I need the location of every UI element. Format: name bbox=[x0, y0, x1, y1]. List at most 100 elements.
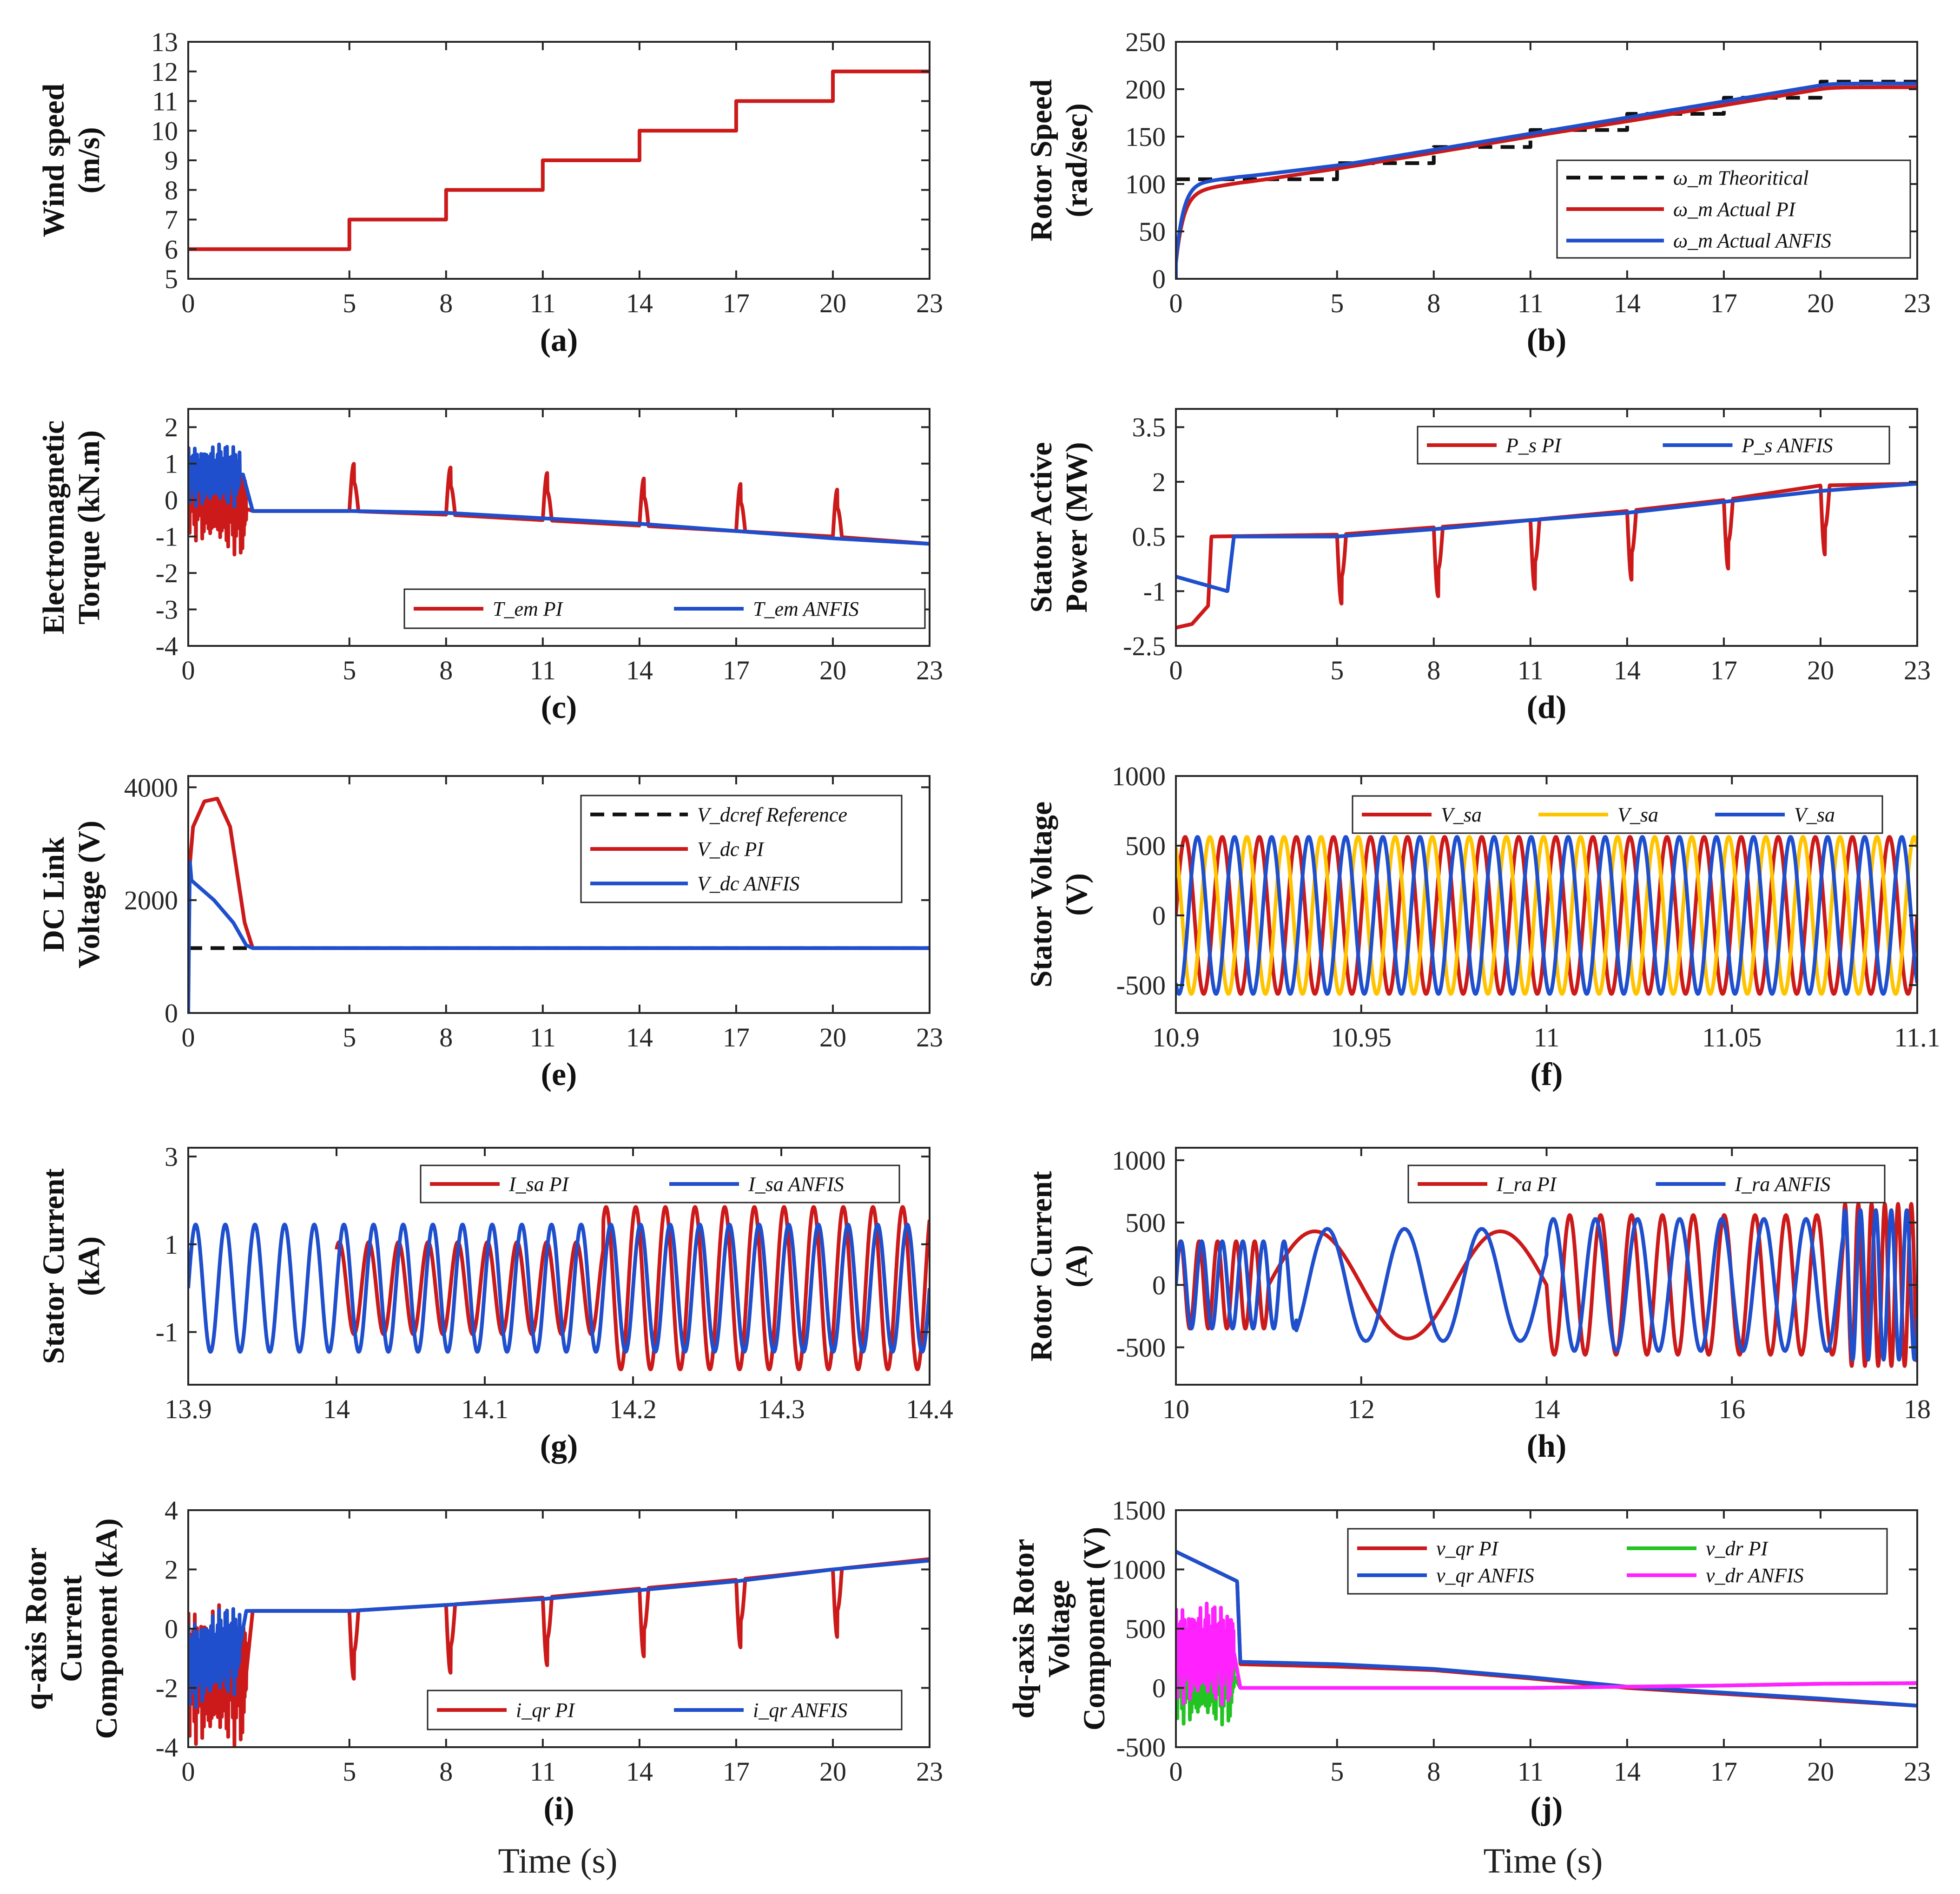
x-tick-label: 5 bbox=[1330, 288, 1344, 318]
x-axis-title-right: Time (s) bbox=[1484, 1841, 1603, 1881]
legend-entry: V_sa bbox=[1441, 803, 1482, 826]
series-group-d bbox=[1176, 481, 1917, 630]
panel-f: 10.9 10.95 11 11.05 11.1 -500 0 500 1000 Stator V… bbox=[1024, 761, 1940, 1092]
series-group-b bbox=[1176, 79, 1917, 279]
x-tick-label: 11.1 bbox=[1894, 1022, 1940, 1052]
x-tick-label: 14 bbox=[626, 655, 653, 685]
x-tick-label: 14 bbox=[626, 1022, 653, 1052]
x-tick-label: 17 bbox=[723, 288, 750, 318]
x-tick-label: 17 bbox=[723, 655, 750, 685]
y-axis-label-line: (m/s) bbox=[72, 127, 106, 194]
y-tick-label: -500 bbox=[1116, 970, 1166, 1000]
panel-e: 0 5 8 11 14 17 20 23 0 2000 4000 DC LinkVoltage (V)… bbox=[37, 772, 943, 1092]
legend-h: I_ra PI I_ra ANFIS bbox=[1407, 1164, 1886, 1203]
x-tick-label: 10.9 bbox=[1152, 1022, 1200, 1052]
series-group-e bbox=[188, 796, 930, 1013]
x-tick-label: 10 bbox=[1162, 1394, 1189, 1424]
y-axis-label-line: (A) bbox=[1060, 1245, 1094, 1288]
y-axis-label-line: Torque (kN.m) bbox=[72, 430, 106, 625]
y-tick-label: -1 bbox=[1143, 576, 1166, 606]
series-line-j-1 bbox=[1176, 1550, 1917, 1708]
y-tick-label: 500 bbox=[1125, 1614, 1166, 1644]
x-tick-label: 14 bbox=[626, 288, 653, 318]
x-tick-label: 5 bbox=[343, 1756, 356, 1787]
axes-box-b bbox=[1175, 41, 1918, 280]
x-tick-label: 8 bbox=[1427, 1756, 1440, 1787]
y-axis-label-line: (V) bbox=[1060, 873, 1094, 916]
y-tick-label: 0 bbox=[1152, 901, 1166, 931]
x-tick-label: 5 bbox=[343, 655, 356, 685]
y-axis-label-j: dq-axis RotorVoltageComponent (V) bbox=[1007, 1527, 1111, 1730]
y-tick-label: 150 bbox=[1125, 122, 1166, 152]
x-tick-label: 8 bbox=[439, 288, 453, 318]
x-tick-label: 23 bbox=[916, 655, 943, 685]
y-axis-label-b: Rotor Speed(rad/sec) bbox=[1024, 79, 1094, 242]
legend-entry: V_dc PI bbox=[697, 838, 765, 861]
legend-entry: V_sa bbox=[1617, 803, 1658, 826]
axes-box-g bbox=[187, 1147, 931, 1386]
y-axis-label-h: Rotor Current(A) bbox=[1024, 1171, 1094, 1361]
legend-entry: T_em PI bbox=[493, 598, 564, 620]
x-tick-label: 14.4 bbox=[906, 1394, 953, 1424]
series-line-g-0 bbox=[335, 1205, 930, 1371]
x-tick-label: 13.9 bbox=[165, 1394, 212, 1424]
y-tick-label: -4 bbox=[156, 631, 178, 661]
legend-e: V_dcref Reference V_dc PI V_dc ANFIS bbox=[580, 795, 903, 903]
y-tick-label: 1500 bbox=[1112, 1495, 1166, 1526]
legend-entry: I_ra ANFIS bbox=[1735, 1173, 1831, 1196]
x-tick-label: 11 bbox=[1518, 655, 1544, 685]
x-tick-label: 20 bbox=[1807, 655, 1834, 685]
x-tick-label: 0 bbox=[1169, 655, 1183, 685]
series-line-j-3 bbox=[1176, 1601, 1917, 1706]
y-tick-label: -2 bbox=[156, 558, 178, 588]
legend-d: P_s PI P_s ANFIS bbox=[1417, 426, 1890, 465]
y-axis-label-line: Wind speed bbox=[37, 84, 71, 237]
y-tick-label: 500 bbox=[1125, 831, 1166, 861]
legend-entry: I_sa ANFIS bbox=[748, 1173, 844, 1196]
y-tick-label: -2.5 bbox=[1123, 631, 1166, 661]
series-group-j bbox=[1176, 1550, 1917, 1727]
y-axis-label-d: Stator ActivePower (MW) bbox=[1024, 442, 1094, 612]
legend-g: I_sa PI I_sa ANFIS bbox=[420, 1164, 900, 1203]
legend-box bbox=[403, 588, 926, 629]
legend-entry: V_sa bbox=[1794, 803, 1835, 826]
y-axis-label-line: Component (V) bbox=[1077, 1527, 1111, 1730]
panel-sublabel-e: (e) bbox=[541, 1057, 577, 1092]
x-tick-label: 0 bbox=[182, 1756, 195, 1787]
series-line-f-2 bbox=[1176, 835, 1917, 996]
x-tick-label: 14.2 bbox=[609, 1394, 657, 1424]
x-tick-label: 5 bbox=[343, 1022, 356, 1052]
x-tick-label: 20 bbox=[819, 655, 846, 685]
x-tick-label: 16 bbox=[1718, 1394, 1745, 1424]
panel-sublabel-c: (c) bbox=[541, 690, 577, 725]
panel-sublabel-d: (d) bbox=[1527, 690, 1567, 725]
series-line-f-0 bbox=[1176, 835, 1917, 996]
legend-entry: I_sa PI bbox=[508, 1173, 570, 1196]
y-axis-label-line: Voltage (V) bbox=[72, 821, 106, 968]
legend-entry: ω_m Theoritical bbox=[1673, 166, 1808, 189]
legend-entry: v_dr ANFIS bbox=[1706, 1564, 1804, 1587]
y-axis-label-line: Stator Voltage bbox=[1024, 802, 1058, 987]
legend-entry: v_dr PI bbox=[1706, 1537, 1769, 1560]
y-tick-label: 11 bbox=[152, 86, 178, 117]
y-tick-label: 4 bbox=[165, 1495, 178, 1526]
x-tick-label: 10.95 bbox=[1331, 1022, 1392, 1052]
series-line-h-0 bbox=[1176, 1202, 1917, 1368]
x-tick-label: 23 bbox=[916, 288, 943, 318]
y-tick-label: 500 bbox=[1125, 1208, 1166, 1238]
x-tick-label: 8 bbox=[1427, 655, 1440, 685]
y-tick-label: 12 bbox=[151, 57, 178, 87]
y-axis-label-line: Component (kA) bbox=[90, 1519, 124, 1739]
legend-box bbox=[1407, 1164, 1886, 1203]
series-line-a-0 bbox=[188, 69, 930, 251]
y-tick-label: -1 bbox=[156, 522, 178, 552]
y-axis-label-a: Wind speed(m/s) bbox=[37, 84, 106, 237]
series-group-a bbox=[188, 69, 930, 251]
x-tick-label: 23 bbox=[916, 1022, 943, 1052]
x-tick-label: 23 bbox=[1904, 288, 1931, 318]
y-axis-label-line: (kA) bbox=[72, 1236, 106, 1296]
y-tick-label: 9 bbox=[165, 145, 178, 176]
